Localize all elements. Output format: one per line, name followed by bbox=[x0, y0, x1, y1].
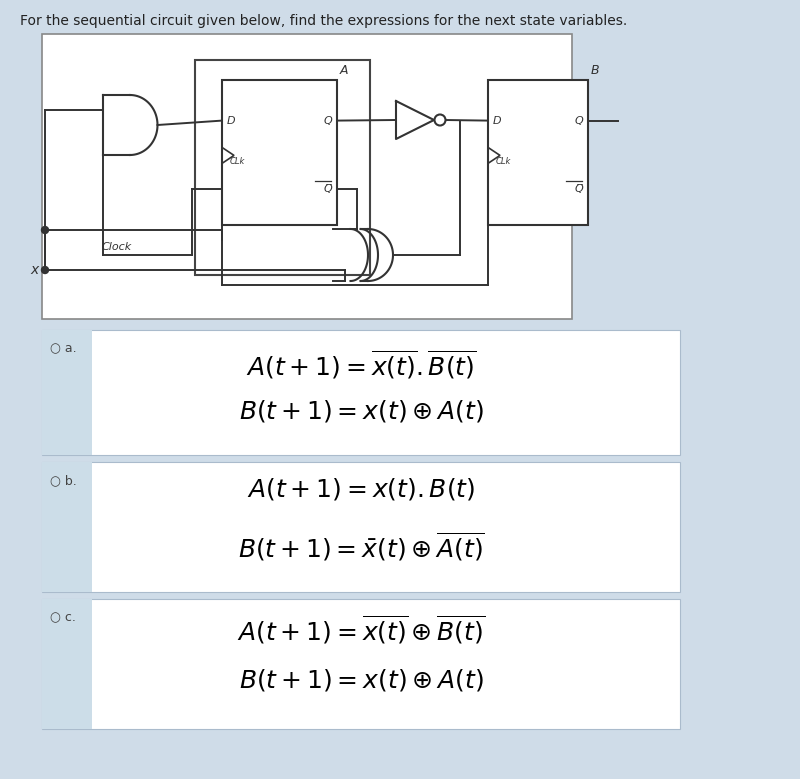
Text: D: D bbox=[493, 115, 502, 125]
Text: $B(t + 1) = x(t) \oplus A(t)$: $B(t + 1) = x(t) \oplus A(t)$ bbox=[238, 667, 483, 693]
Bar bbox=[42, 34, 572, 319]
Bar bbox=[42, 599, 680, 729]
Bar bbox=[42, 330, 92, 455]
Circle shape bbox=[42, 266, 49, 273]
Bar bbox=[222, 80, 337, 225]
Text: $A(t + 1) = \overline{x(t)} \oplus \overline{B(t)}$: $A(t + 1) = \overline{x(t)} \oplus \over… bbox=[237, 613, 485, 646]
Text: For the sequential circuit given below, find the expressions for the next state : For the sequential circuit given below, … bbox=[20, 14, 627, 28]
Text: Q̅: Q̅ bbox=[323, 184, 332, 194]
Bar bbox=[42, 330, 680, 455]
Circle shape bbox=[434, 115, 446, 125]
Text: $B(t + 1) = x(t) \oplus A(t)$: $B(t + 1) = x(t) \oplus A(t)$ bbox=[238, 398, 483, 424]
Circle shape bbox=[42, 227, 49, 234]
Text: B: B bbox=[591, 64, 600, 77]
Text: $B(t + 1) = \bar{x}(t) \oplus \overline{A(t)}$: $B(t + 1) = \bar{x}(t) \oplus \overline{… bbox=[238, 530, 485, 563]
Text: ○ a.: ○ a. bbox=[50, 342, 77, 355]
Text: $A(t + 1) = \overline{x(t)}.\overline{B(t)}$: $A(t + 1) = \overline{x(t)}.\overline{B(… bbox=[246, 348, 476, 381]
Text: CLk: CLk bbox=[496, 157, 511, 166]
Text: Clock: Clock bbox=[102, 242, 132, 252]
Text: Q: Q bbox=[323, 115, 332, 125]
Bar bbox=[42, 462, 680, 592]
Text: Q: Q bbox=[574, 115, 583, 125]
Text: ○ c.: ○ c. bbox=[50, 611, 76, 624]
Bar bbox=[42, 599, 92, 729]
Bar bbox=[42, 462, 92, 592]
Bar bbox=[488, 80, 588, 225]
Text: A: A bbox=[340, 64, 349, 77]
Text: Q̅: Q̅ bbox=[574, 184, 583, 194]
Text: D: D bbox=[227, 115, 236, 125]
Text: ○ b.: ○ b. bbox=[50, 474, 77, 487]
Text: $A(t + 1) = x(t).B(t)$: $A(t + 1) = x(t).B(t)$ bbox=[247, 476, 475, 502]
Text: CLk: CLk bbox=[230, 157, 246, 166]
Bar bbox=[195, 60, 370, 275]
Text: x: x bbox=[30, 263, 39, 277]
